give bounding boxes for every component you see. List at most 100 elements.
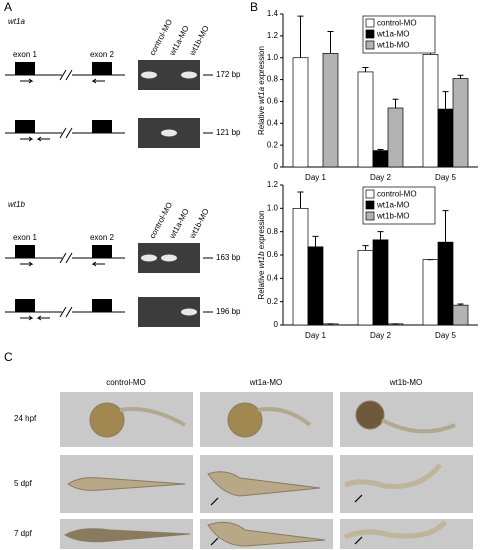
legend-swatch — [365, 29, 375, 39]
y-tick-label: 0.2 — [267, 297, 279, 306]
error-bar — [297, 15, 304, 58]
bar — [372, 239, 389, 326]
exon — [15, 299, 35, 312]
error-bar — [297, 191, 304, 209]
legend-swatch — [365, 211, 375, 221]
y-tick-label: 0.6 — [267, 97, 279, 106]
gel-band — [161, 129, 177, 137]
error-bar — [377, 231, 384, 240]
bar — [422, 259, 439, 326]
x-tick-label: Day 2 — [370, 331, 391, 340]
legend-box — [362, 186, 436, 225]
y-tick-label: 1.2 — [267, 31, 279, 40]
band-size: 196 bp — [216, 307, 241, 316]
column-label: wt1a-MO — [249, 378, 282, 387]
y-label-part: expression — [257, 211, 266, 252]
error-bar — [377, 149, 384, 151]
y-tick-label: 1.0 — [267, 53, 279, 62]
error-bar — [442, 210, 449, 243]
bar — [452, 78, 469, 168]
y-tick-label: 0 — [274, 320, 279, 329]
band-size: 121 bp — [216, 128, 241, 137]
break-mark — [59, 69, 73, 81]
panel-b: 0 0.2 0.4 0.6 0.8 1.0 1.2 1.4 Relative wt1a expr… — [257, 9, 478, 340]
bar — [307, 246, 324, 326]
y-label-part: expression — [257, 46, 266, 87]
bar — [322, 52, 339, 168]
primer — [91, 261, 105, 267]
gene-name: wt1b — [8, 200, 25, 209]
legend-label: control-MO — [377, 190, 417, 199]
legend-swatch — [365, 200, 375, 210]
break — [62, 128, 72, 138]
error-bar — [327, 30, 334, 54]
error-bar — [312, 235, 319, 247]
row-label: 7 dpf — [14, 529, 33, 538]
y-tick-label: 0.6 — [267, 250, 279, 259]
lane-label: wt1b-MO — [187, 207, 211, 241]
exon — [92, 245, 112, 258]
break-mark — [59, 252, 73, 264]
exon-label: exon 1 — [13, 50, 38, 59]
primer — [36, 136, 50, 142]
legend-label: wt1b-MO — [376, 41, 409, 50]
embryos — [64, 400, 456, 547]
legend-label: wt1a-MO — [376, 30, 409, 39]
y-tick-label: 1.2 — [267, 180, 279, 189]
exon — [15, 62, 35, 75]
gel-band — [161, 254, 177, 262]
y-tick-label: 0.2 — [267, 140, 279, 149]
primer — [36, 315, 50, 321]
error-bar — [442, 91, 449, 110]
primer — [91, 78, 105, 84]
x-tick-label: Day 1 — [305, 331, 326, 340]
exon — [15, 120, 35, 133]
gel-band — [181, 71, 197, 79]
y-label-part: Relative — [257, 104, 266, 135]
break — [62, 307, 72, 317]
exon — [92, 120, 112, 133]
exon-label: exon 2 — [90, 50, 115, 59]
exon — [15, 245, 35, 258]
y-tick-label: 0.4 — [267, 118, 279, 127]
y-tick-label: 0.8 — [267, 75, 279, 84]
row-label: 24 hpf — [14, 414, 37, 423]
y-tick-label: 0 — [274, 162, 279, 171]
y-label-part: Relative — [257, 268, 266, 299]
bar — [372, 150, 389, 168]
exon-label: exon 2 — [90, 233, 115, 242]
y-tick-label: 0.8 — [267, 227, 279, 236]
legend-swatch — [365, 189, 375, 199]
legend-swatch — [365, 40, 375, 50]
bar — [422, 54, 439, 168]
gel-band — [181, 308, 197, 316]
error-bar — [457, 303, 464, 306]
y-axis-label: Relative wt1b expression — [257, 211, 266, 300]
band-size: 163 bp — [216, 253, 241, 262]
primer — [20, 261, 34, 267]
x-tick-label: Day 2 — [370, 173, 391, 182]
error-bar — [392, 98, 399, 108]
x-tick-label: Day 5 — [435, 331, 456, 340]
bar — [387, 107, 404, 168]
legend-swatch — [365, 18, 375, 28]
x-tick-label: Day 1 — [305, 173, 326, 182]
lane-label: wt1b-MO — [187, 24, 211, 58]
legend-label: wt1b-MO — [376, 212, 409, 221]
bar — [292, 207, 309, 326]
primer — [20, 78, 34, 84]
arrows — [210, 494, 363, 546]
panel-c: control-MO wt1a-MO wt1b-MO 24 hpf 5 dpf 7 dpf — [14, 378, 473, 549]
bar — [437, 241, 454, 326]
column-label: wt1b-MO — [389, 378, 422, 387]
legend-label: control-MO — [377, 19, 417, 28]
gel-band — [141, 254, 157, 262]
bar — [357, 249, 374, 326]
bar — [357, 71, 374, 168]
exon — [92, 62, 112, 75]
legend-label: wt1a-MO — [376, 201, 409, 210]
gene-name: wt1a — [8, 17, 25, 26]
bar — [452, 304, 469, 326]
row-label: 5 dpf — [14, 479, 33, 488]
